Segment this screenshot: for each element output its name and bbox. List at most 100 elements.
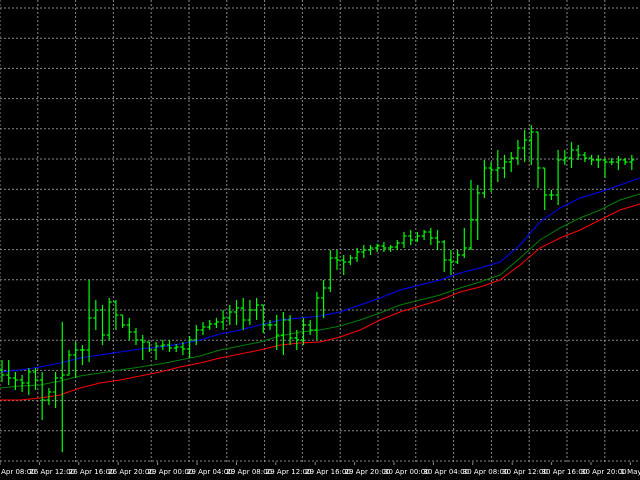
ohlc-bar bbox=[428, 228, 434, 245]
ma-mid-line bbox=[0, 193, 640, 389]
ohlc-bar bbox=[481, 160, 487, 198]
ohlc-bar bbox=[227, 305, 233, 325]
ohlc-bar bbox=[314, 292, 320, 340]
x-tick-label: 29 Apr 00:00 bbox=[148, 468, 194, 476]
x-tick-label: 30 Apr 12:00 bbox=[502, 468, 548, 476]
ohlc-bar bbox=[146, 341, 152, 352]
ohlc-bar bbox=[0, 360, 5, 382]
ohlc-bar bbox=[508, 152, 514, 172]
ohlc-bar bbox=[280, 312, 286, 355]
ohlc-bar bbox=[12, 372, 18, 390]
ohlc-bar bbox=[522, 130, 528, 162]
ohlc-bar bbox=[461, 228, 467, 258]
ohlc-bar bbox=[327, 250, 333, 292]
x-tick-label: 26 Apr 16:00 bbox=[69, 468, 115, 476]
ohlc-bar bbox=[361, 245, 367, 258]
ohlc-bar bbox=[609, 158, 615, 165]
ohlc-bar bbox=[240, 298, 246, 330]
x-tick-label: 26 Apr 12:00 bbox=[29, 468, 75, 476]
ohlc-bar bbox=[381, 242, 387, 252]
x-tick-label: 30 Apr 20:00 bbox=[581, 468, 627, 476]
x-tick-label: 29 Apr 12:00 bbox=[266, 468, 312, 476]
ohlc-bar bbox=[73, 342, 79, 378]
x-tick-label: 29 Apr 04:00 bbox=[187, 468, 233, 476]
ohlc-bar bbox=[187, 336, 193, 358]
ohlc-bar bbox=[341, 255, 347, 275]
ohlc-bar bbox=[535, 131, 541, 188]
ohlc-bar bbox=[589, 155, 595, 165]
ohlc-bar bbox=[207, 320, 213, 330]
ohlc-bar bbox=[582, 152, 588, 162]
x-tick-label: 30 Apr 04:00 bbox=[423, 468, 469, 476]
ohlc-bar bbox=[448, 250, 454, 275]
ohlc-bar bbox=[354, 248, 360, 262]
ohlc-bar bbox=[173, 344, 179, 352]
ohlc-bar bbox=[6, 360, 12, 385]
ohlc-bar bbox=[602, 158, 608, 178]
ohlc-bar bbox=[193, 325, 199, 345]
ohlc-bar bbox=[260, 304, 266, 333]
moving-average-lines bbox=[0, 177, 640, 401]
ohlc-bars bbox=[0, 125, 635, 452]
ohlc-bar bbox=[234, 300, 239, 325]
x-tick-label: 1 May 00:00 bbox=[620, 468, 640, 476]
ohlc-bar bbox=[294, 330, 300, 350]
ohlc-bar bbox=[220, 310, 226, 330]
ohlc-bar bbox=[374, 244, 380, 252]
ohlc-bar bbox=[126, 318, 132, 340]
ohlc-bar bbox=[495, 150, 501, 182]
ohlc-bar bbox=[160, 340, 166, 350]
ohlc-bar bbox=[622, 158, 628, 165]
ohlc-bar bbox=[274, 315, 280, 350]
ohlc-bar bbox=[542, 167, 548, 210]
ohlc-bar bbox=[39, 372, 45, 420]
ohlc-bar bbox=[301, 318, 306, 345]
ohlc-bar bbox=[347, 255, 353, 265]
ohlc-bar bbox=[167, 340, 172, 352]
ohlc-bar bbox=[388, 245, 394, 252]
ohlc-bar bbox=[528, 125, 534, 165]
ohlc-bar bbox=[408, 230, 414, 245]
ma-fast-line bbox=[0, 177, 640, 373]
ohlc-bar bbox=[133, 328, 139, 345]
ohlc-bar bbox=[153, 342, 159, 360]
ohlc-bar bbox=[555, 150, 561, 205]
ohlc-bar bbox=[468, 180, 474, 250]
chart-grid bbox=[0, 0, 640, 462]
ohlc-bar bbox=[33, 368, 38, 390]
ohlc-bar bbox=[120, 314, 126, 328]
ohlc-bar bbox=[287, 315, 293, 345]
ohlc-bar bbox=[100, 305, 105, 345]
ohlc-bar bbox=[548, 190, 554, 200]
x-tick-label: 30 Apr 00:00 bbox=[384, 468, 430, 476]
ohlc-bar bbox=[79, 345, 85, 365]
x-tick-label: 30 Apr 08:00 bbox=[463, 468, 509, 476]
ohlc-bar bbox=[267, 320, 273, 330]
ohlc-bar bbox=[475, 185, 481, 240]
x-tick-label: 29 Apr 16:00 bbox=[305, 468, 351, 476]
ohlc-bar bbox=[435, 230, 440, 250]
ohlc-bar bbox=[421, 230, 427, 240]
ohlc-bar bbox=[26, 368, 32, 395]
ohlc-bar bbox=[455, 250, 461, 264]
ohlc-bar bbox=[213, 318, 219, 328]
ohlc-bar bbox=[93, 300, 99, 330]
x-tick-label: 30 Apr 16:00 bbox=[542, 468, 588, 476]
ohlc-bar bbox=[59, 322, 65, 452]
ohlc-bar bbox=[441, 240, 447, 272]
ohlc-bar bbox=[394, 240, 400, 250]
ohlc-bar bbox=[200, 322, 206, 335]
ohlc-bar bbox=[502, 155, 507, 178]
ohlc-bar bbox=[247, 300, 253, 325]
ohlc-bar bbox=[113, 300, 119, 330]
ohlc-bar bbox=[321, 280, 327, 318]
ohlc-bar bbox=[414, 232, 420, 242]
ohlc-bar bbox=[254, 298, 260, 320]
ohlc-bar bbox=[307, 320, 313, 335]
ohlc-bar bbox=[515, 140, 521, 165]
x-tick-label: 29 Apr 20:00 bbox=[345, 468, 391, 476]
ohlc-bar bbox=[46, 388, 52, 405]
ohlc-bar bbox=[575, 145, 581, 160]
